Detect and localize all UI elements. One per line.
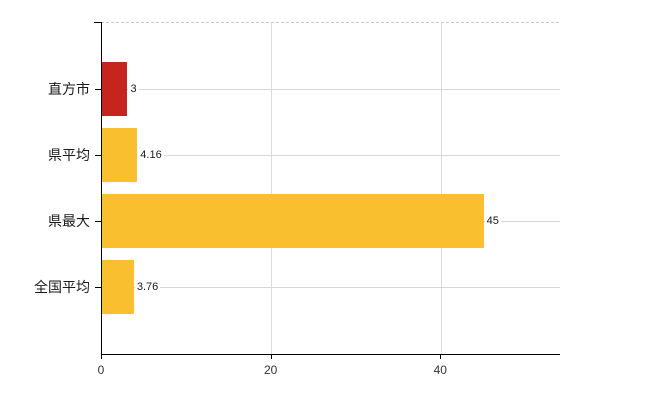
x-tick-label: 40 [433, 363, 447, 377]
bar-value-label: 3 [128, 81, 139, 97]
category-tick [95, 287, 102, 288]
category-label: 直方市 [48, 81, 90, 97]
plot-top-border [101, 22, 559, 23]
y-axis-top-tick [94, 22, 101, 23]
x-tick-label: 20 [263, 363, 278, 377]
category-label: 県平均 [48, 147, 90, 163]
bar-value-label: 4.16 [138, 147, 164, 163]
x-tick [270, 355, 272, 359]
category-tick [95, 89, 102, 90]
bar [102, 194, 484, 248]
grid-line-horizontal [102, 155, 560, 156]
x-tick-label: 0 [97, 363, 105, 377]
category-tick [95, 155, 102, 156]
category-label: 県最大 [48, 213, 90, 229]
grid-line-horizontal [102, 89, 560, 90]
x-tick [440, 355, 442, 359]
plot-area: 3 4.16 45 3.76 [102, 23, 560, 354]
bar-value-label: 3.76 [134, 279, 161, 295]
y-axis [101, 22, 102, 355]
grid-line-vertical [440, 23, 442, 354]
category-tick [95, 221, 102, 222]
bar-value-label: 45 [484, 213, 501, 229]
bar [102, 62, 128, 116]
bar [102, 260, 134, 314]
category-label: 全国平均 [34, 279, 90, 295]
grid-line-horizontal [102, 287, 560, 288]
grid-line-vertical [271, 23, 273, 354]
x-axis [101, 354, 560, 355]
x-tick [101, 355, 102, 359]
bar [102, 128, 138, 182]
